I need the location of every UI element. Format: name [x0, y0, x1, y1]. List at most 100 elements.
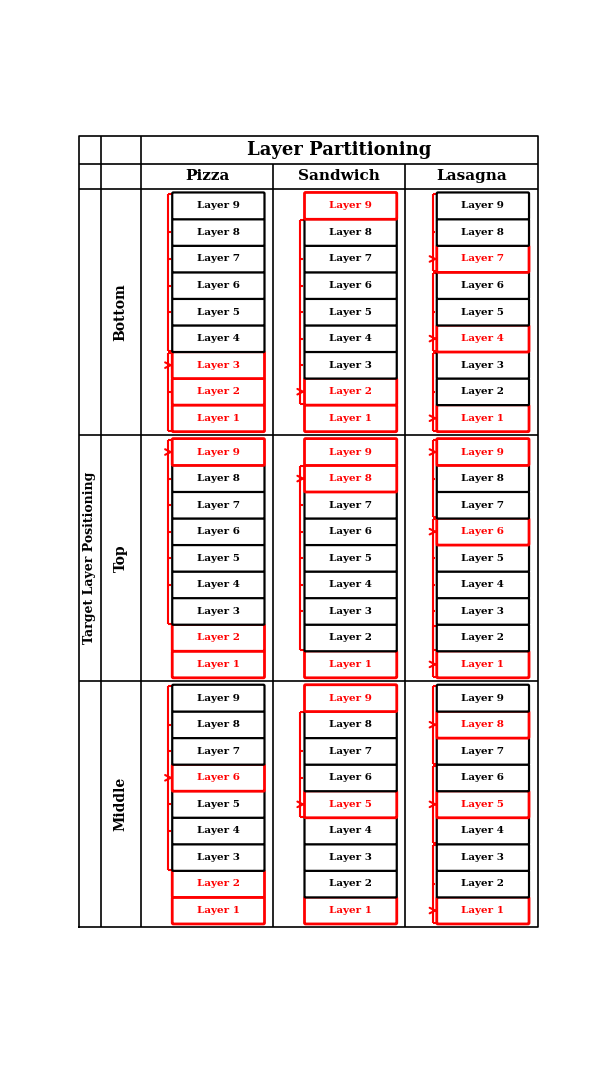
Text: Layer 2: Layer 2 — [197, 633, 240, 642]
Text: Layer 1: Layer 1 — [329, 660, 372, 669]
FancyBboxPatch shape — [437, 685, 529, 711]
Text: Layer 6: Layer 6 — [329, 528, 372, 536]
FancyBboxPatch shape — [172, 405, 265, 431]
Text: Layer 8: Layer 8 — [461, 227, 505, 237]
FancyBboxPatch shape — [304, 405, 397, 431]
Text: Layer 2: Layer 2 — [461, 633, 505, 642]
FancyBboxPatch shape — [437, 817, 529, 845]
Text: Layer 1: Layer 1 — [197, 413, 240, 423]
Text: Layer 1: Layer 1 — [461, 906, 505, 915]
FancyBboxPatch shape — [437, 192, 529, 219]
FancyBboxPatch shape — [172, 299, 265, 326]
FancyBboxPatch shape — [304, 491, 397, 519]
Text: Layer 6: Layer 6 — [329, 281, 372, 290]
Text: Layer 4: Layer 4 — [197, 827, 240, 835]
FancyBboxPatch shape — [304, 219, 397, 246]
Text: Layer 3: Layer 3 — [329, 853, 372, 862]
Text: Layer 7: Layer 7 — [461, 747, 505, 756]
FancyBboxPatch shape — [172, 439, 265, 466]
Text: Layer 7: Layer 7 — [197, 254, 240, 264]
FancyBboxPatch shape — [304, 466, 397, 492]
FancyBboxPatch shape — [437, 651, 529, 678]
Text: Layer 7: Layer 7 — [197, 747, 240, 756]
Text: Layer 5: Layer 5 — [461, 800, 505, 808]
FancyBboxPatch shape — [437, 738, 529, 765]
FancyBboxPatch shape — [437, 870, 529, 897]
Text: Layer 8: Layer 8 — [197, 227, 240, 237]
Text: Layer 3: Layer 3 — [197, 607, 240, 616]
FancyBboxPatch shape — [437, 405, 529, 431]
Text: Layer 8: Layer 8 — [329, 474, 372, 483]
Text: Layer 7: Layer 7 — [197, 501, 240, 509]
FancyBboxPatch shape — [437, 491, 529, 519]
Text: Layer 9: Layer 9 — [197, 447, 240, 456]
FancyBboxPatch shape — [172, 466, 265, 492]
FancyBboxPatch shape — [304, 817, 397, 845]
FancyBboxPatch shape — [437, 219, 529, 246]
FancyBboxPatch shape — [437, 351, 529, 378]
Text: Layer 6: Layer 6 — [461, 281, 505, 290]
FancyBboxPatch shape — [304, 192, 397, 219]
FancyBboxPatch shape — [437, 625, 529, 651]
FancyBboxPatch shape — [172, 711, 265, 738]
Text: Layer 1: Layer 1 — [197, 906, 240, 915]
Text: Pizza: Pizza — [185, 170, 229, 184]
Text: Layer 9: Layer 9 — [329, 447, 372, 456]
Text: Layer 9: Layer 9 — [461, 447, 505, 456]
Text: Layer 6: Layer 6 — [461, 528, 505, 536]
Text: Layer 5: Layer 5 — [197, 553, 240, 563]
Text: Middle: Middle — [114, 778, 128, 832]
Text: Layer 8: Layer 8 — [197, 474, 240, 483]
FancyBboxPatch shape — [304, 351, 397, 378]
Text: Layer 9: Layer 9 — [461, 202, 505, 210]
Text: Layer 5: Layer 5 — [461, 308, 505, 316]
Text: Layer 8: Layer 8 — [329, 227, 372, 237]
FancyBboxPatch shape — [172, 765, 265, 791]
Text: Layer 9: Layer 9 — [197, 202, 240, 210]
Text: Layer 7: Layer 7 — [329, 501, 372, 509]
Text: Layer 1: Layer 1 — [461, 660, 505, 669]
Text: Layer 1: Layer 1 — [461, 413, 505, 423]
FancyBboxPatch shape — [437, 897, 529, 924]
FancyBboxPatch shape — [304, 518, 397, 545]
Text: Layer 5: Layer 5 — [329, 308, 372, 316]
Text: Layer 6: Layer 6 — [197, 528, 240, 536]
Text: Top: Top — [114, 545, 128, 572]
FancyBboxPatch shape — [172, 738, 265, 765]
FancyBboxPatch shape — [437, 598, 529, 625]
FancyBboxPatch shape — [304, 791, 397, 818]
Text: Layer 6: Layer 6 — [329, 773, 372, 782]
Text: Layer 3: Layer 3 — [461, 853, 505, 862]
Text: Layer 4: Layer 4 — [461, 827, 505, 835]
FancyBboxPatch shape — [304, 738, 397, 765]
FancyBboxPatch shape — [172, 571, 265, 598]
Text: Layer 6: Layer 6 — [461, 773, 505, 782]
FancyBboxPatch shape — [437, 545, 529, 571]
Text: Layer 1: Layer 1 — [197, 660, 240, 669]
FancyBboxPatch shape — [172, 545, 265, 571]
FancyBboxPatch shape — [172, 625, 265, 651]
Text: Layer 2: Layer 2 — [461, 388, 505, 396]
FancyBboxPatch shape — [437, 246, 529, 272]
FancyBboxPatch shape — [437, 791, 529, 818]
Text: Layer 4: Layer 4 — [461, 580, 505, 590]
Text: Layer 3: Layer 3 — [329, 607, 372, 616]
Text: Layer 8: Layer 8 — [197, 720, 240, 729]
FancyBboxPatch shape — [172, 598, 265, 625]
Text: Layer 2: Layer 2 — [461, 879, 505, 889]
FancyBboxPatch shape — [304, 765, 397, 791]
Text: Layer 8: Layer 8 — [461, 474, 505, 483]
FancyBboxPatch shape — [172, 844, 265, 870]
Text: Layer 1: Layer 1 — [329, 413, 372, 423]
FancyBboxPatch shape — [304, 598, 397, 625]
FancyBboxPatch shape — [304, 651, 397, 678]
FancyBboxPatch shape — [437, 571, 529, 598]
Text: Layer 2: Layer 2 — [329, 879, 372, 889]
Text: Layer 5: Layer 5 — [329, 800, 372, 808]
FancyBboxPatch shape — [172, 685, 265, 711]
FancyBboxPatch shape — [304, 685, 397, 711]
Text: Layer 4: Layer 4 — [329, 827, 372, 835]
FancyBboxPatch shape — [437, 272, 529, 299]
FancyBboxPatch shape — [437, 518, 529, 545]
Text: Layer 5: Layer 5 — [329, 553, 372, 563]
